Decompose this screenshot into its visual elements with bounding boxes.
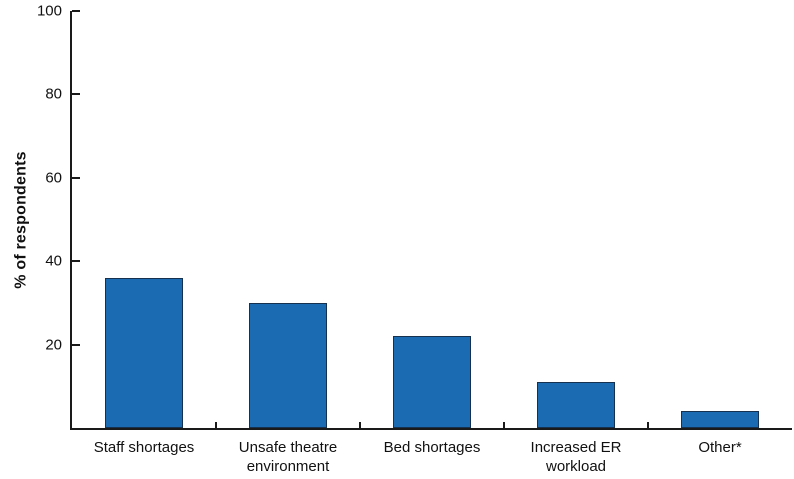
x-axis-tick bbox=[503, 422, 505, 428]
bar bbox=[537, 382, 615, 428]
x-category-label: Bed shortages bbox=[383, 439, 481, 456]
y-axis-tick-label: 60 bbox=[45, 169, 62, 187]
y-axis-title-wrap: % of respondents bbox=[0, 11, 44, 428]
y-axis-tick-label: 40 bbox=[45, 252, 62, 270]
y-axis-tick-label: 80 bbox=[45, 85, 62, 103]
plot-area: 20 40 60 80 100 Staff shortages Unsafe theatre… bbox=[37, 3, 792, 475]
x-category-label: Staff shortages bbox=[93, 439, 195, 456]
y-axis-tick-label: 100 bbox=[36, 2, 62, 20]
y-axis-tick bbox=[72, 10, 80, 12]
x-category-label: Increased ER workload bbox=[530, 439, 622, 475]
y-axis-tick bbox=[72, 343, 80, 346]
x-category-label: Other* bbox=[698, 439, 742, 456]
x-category-label: Unsafe theatre environment bbox=[238, 439, 338, 475]
y-axis-tick bbox=[72, 93, 80, 96]
y-axis-tick bbox=[72, 260, 80, 263]
bar bbox=[249, 302, 327, 428]
x-axis-tick bbox=[215, 422, 217, 428]
bar bbox=[681, 411, 759, 428]
bar bbox=[393, 336, 471, 428]
y-axis-tick-label: 20 bbox=[45, 336, 62, 354]
bar bbox=[105, 277, 183, 428]
y-axis-title: % of respondents bbox=[13, 150, 30, 289]
x-axis-tick bbox=[359, 422, 361, 428]
x-axis-tick bbox=[647, 422, 649, 428]
y-axis-tick bbox=[72, 176, 80, 179]
